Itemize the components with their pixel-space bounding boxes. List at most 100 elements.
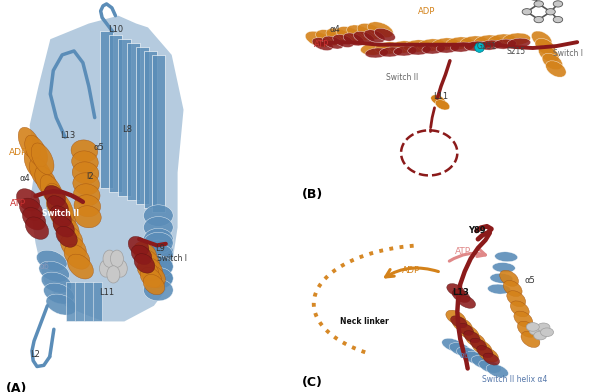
Ellipse shape [46, 195, 72, 220]
Ellipse shape [128, 236, 149, 256]
Text: Switch II: Switch II [42, 209, 79, 218]
Ellipse shape [343, 33, 364, 46]
Ellipse shape [143, 274, 165, 295]
Ellipse shape [460, 36, 488, 48]
Ellipse shape [305, 31, 331, 47]
Ellipse shape [25, 135, 47, 167]
Ellipse shape [403, 40, 431, 52]
Ellipse shape [30, 158, 52, 189]
Polygon shape [136, 47, 149, 204]
Ellipse shape [514, 311, 533, 327]
Polygon shape [93, 282, 102, 321]
Text: ATP: ATP [9, 200, 26, 208]
Ellipse shape [37, 250, 67, 271]
Text: L2: L2 [31, 350, 40, 359]
Ellipse shape [500, 270, 519, 286]
Ellipse shape [488, 284, 510, 294]
Ellipse shape [56, 226, 78, 247]
Text: ADP: ADP [402, 266, 421, 275]
Circle shape [546, 9, 555, 15]
Ellipse shape [436, 43, 459, 53]
Ellipse shape [464, 331, 480, 343]
Ellipse shape [57, 225, 83, 250]
Ellipse shape [364, 30, 385, 43]
Text: α6: α6 [460, 351, 469, 360]
Ellipse shape [44, 283, 74, 304]
Text: α5: α5 [525, 276, 535, 285]
Ellipse shape [143, 265, 165, 287]
Ellipse shape [507, 38, 530, 48]
Ellipse shape [137, 250, 159, 272]
Ellipse shape [465, 332, 485, 347]
Text: α4: α4 [20, 174, 31, 183]
Ellipse shape [41, 272, 72, 293]
Circle shape [99, 260, 112, 277]
Text: L13: L13 [452, 288, 469, 296]
Ellipse shape [144, 268, 173, 289]
Ellipse shape [379, 47, 403, 57]
Ellipse shape [464, 351, 486, 365]
Ellipse shape [326, 28, 352, 44]
Ellipse shape [46, 183, 68, 215]
Ellipse shape [72, 162, 99, 184]
Text: Switch II: Switch II [387, 73, 419, 82]
Text: Switch I: Switch I [157, 254, 186, 263]
Ellipse shape [542, 53, 562, 70]
Ellipse shape [137, 260, 159, 281]
Ellipse shape [50, 206, 72, 227]
Ellipse shape [144, 244, 173, 266]
Text: Switch I: Switch I [554, 49, 583, 58]
Ellipse shape [22, 207, 46, 230]
Ellipse shape [474, 35, 502, 47]
Polygon shape [66, 282, 76, 321]
Ellipse shape [432, 38, 459, 50]
Ellipse shape [394, 46, 417, 56]
Ellipse shape [74, 195, 101, 217]
Ellipse shape [490, 273, 513, 283]
Ellipse shape [73, 184, 100, 206]
Circle shape [537, 323, 550, 332]
Polygon shape [109, 35, 122, 192]
Ellipse shape [31, 143, 54, 174]
Ellipse shape [347, 25, 372, 41]
Text: ATP: ATP [455, 247, 471, 256]
Ellipse shape [446, 310, 466, 325]
Ellipse shape [144, 229, 173, 250]
Circle shape [554, 16, 563, 23]
Text: L11: L11 [433, 92, 449, 100]
Ellipse shape [39, 261, 69, 282]
Circle shape [107, 253, 120, 270]
Ellipse shape [375, 42, 403, 54]
Circle shape [534, 331, 547, 340]
Ellipse shape [144, 232, 173, 254]
Ellipse shape [64, 244, 90, 269]
Ellipse shape [456, 347, 479, 360]
Ellipse shape [479, 360, 501, 373]
Ellipse shape [517, 321, 536, 337]
Ellipse shape [71, 140, 98, 162]
Ellipse shape [134, 242, 156, 264]
Text: α5: α5 [94, 143, 105, 151]
Text: ADP: ADP [8, 149, 27, 157]
Polygon shape [84, 282, 94, 321]
Ellipse shape [374, 28, 395, 41]
Ellipse shape [488, 34, 516, 46]
Text: L11: L11 [99, 288, 114, 296]
Ellipse shape [446, 37, 474, 49]
Ellipse shape [353, 31, 375, 44]
Circle shape [529, 327, 542, 335]
Circle shape [522, 9, 532, 15]
Text: S215: S215 [507, 47, 526, 56]
Ellipse shape [408, 45, 431, 55]
Ellipse shape [471, 356, 494, 369]
Polygon shape [100, 31, 113, 188]
Polygon shape [144, 51, 157, 208]
Ellipse shape [44, 185, 66, 207]
Ellipse shape [50, 205, 76, 230]
Ellipse shape [422, 44, 445, 54]
Text: (A): (A) [6, 382, 27, 392]
Polygon shape [127, 43, 140, 200]
Text: L9: L9 [155, 245, 165, 253]
Ellipse shape [503, 33, 530, 45]
Ellipse shape [435, 100, 450, 110]
